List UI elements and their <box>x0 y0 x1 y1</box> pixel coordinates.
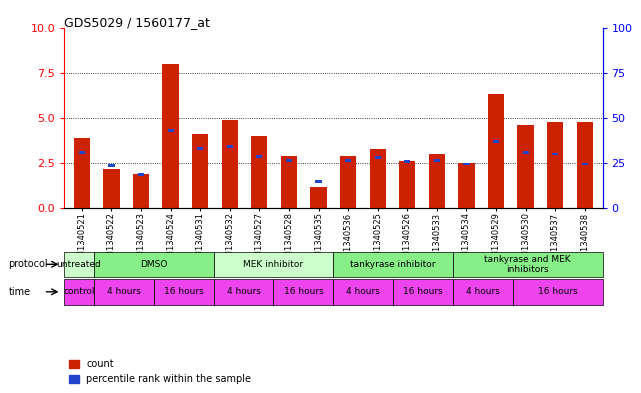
Bar <box>274 279 333 305</box>
Text: DMSO: DMSO <box>140 260 167 269</box>
Text: tankyrase inhibitor: tankyrase inhibitor <box>351 260 436 269</box>
Bar <box>64 279 94 305</box>
Legend: count, percentile rank within the sample: count, percentile rank within the sample <box>69 359 251 384</box>
Text: control: control <box>63 287 95 296</box>
Text: 16 hours: 16 hours <box>403 287 443 296</box>
Bar <box>94 279 154 305</box>
Text: untreated: untreated <box>56 260 101 269</box>
Bar <box>167 129 174 132</box>
Bar <box>463 163 470 165</box>
Bar <box>108 164 115 167</box>
Bar <box>154 279 213 305</box>
Text: 4 hours: 4 hours <box>107 287 141 296</box>
Text: 4 hours: 4 hours <box>227 287 260 296</box>
Bar <box>133 174 149 208</box>
Bar <box>192 134 208 208</box>
Bar <box>517 125 534 208</box>
Bar <box>453 252 603 277</box>
Bar <box>197 147 203 150</box>
Bar <box>138 173 144 176</box>
Bar <box>493 140 499 143</box>
Text: GDS5029 / 1560177_at: GDS5029 / 1560177_at <box>64 16 210 29</box>
Bar <box>458 163 474 208</box>
Bar <box>374 156 381 159</box>
Bar <box>79 151 85 154</box>
Bar <box>429 154 445 208</box>
Bar <box>222 120 238 208</box>
Bar <box>577 121 593 208</box>
Text: 16 hours: 16 hours <box>538 287 578 296</box>
Bar <box>404 160 410 163</box>
Bar <box>340 156 356 208</box>
Bar <box>552 153 558 155</box>
Text: 4 hours: 4 hours <box>346 287 380 296</box>
Bar <box>315 180 322 182</box>
Bar <box>94 252 213 277</box>
Text: 4 hours: 4 hours <box>466 287 500 296</box>
Text: MEK inhibitor: MEK inhibitor <box>244 260 304 269</box>
Bar <box>256 155 262 158</box>
Bar <box>286 159 292 162</box>
Bar <box>64 252 94 277</box>
Bar <box>227 145 233 148</box>
Bar <box>345 159 351 162</box>
Text: time: time <box>8 287 31 297</box>
Bar <box>310 187 327 208</box>
Bar <box>453 279 513 305</box>
Bar <box>333 252 453 277</box>
Text: 16 hours: 16 hours <box>164 287 204 296</box>
Bar <box>251 136 267 208</box>
Bar <box>513 279 603 305</box>
Bar <box>74 138 90 208</box>
Bar <box>213 279 274 305</box>
Bar <box>393 279 453 305</box>
Bar <box>281 156 297 208</box>
Bar <box>434 159 440 162</box>
Bar <box>103 169 120 208</box>
Bar <box>370 149 386 208</box>
Bar <box>399 161 415 208</box>
Bar <box>581 163 588 165</box>
Bar <box>333 279 393 305</box>
Bar <box>522 151 529 154</box>
Bar <box>488 94 504 208</box>
Text: 16 hours: 16 hours <box>283 287 323 296</box>
Bar <box>547 121 563 208</box>
Bar <box>162 64 179 208</box>
Text: tankyrase and MEK
inhibitors: tankyrase and MEK inhibitors <box>485 255 571 274</box>
Text: protocol: protocol <box>8 259 48 269</box>
Bar <box>213 252 333 277</box>
